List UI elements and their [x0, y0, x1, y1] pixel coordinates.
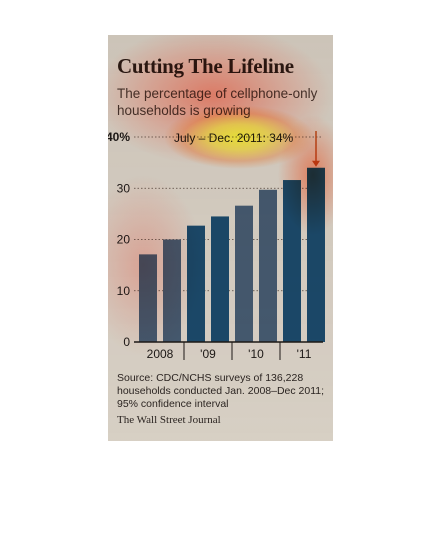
bar: [187, 225, 205, 342]
y-tick-label: 10: [117, 284, 131, 298]
y-tick-label: 0: [123, 335, 130, 349]
bar: [163, 239, 181, 342]
x-tick-label: '09: [200, 347, 216, 361]
bar: [259, 189, 277, 342]
bar: [211, 216, 229, 342]
y-tick-label: 20: [117, 233, 131, 247]
annotation-label: July – Dec. 2011: 34%: [174, 131, 294, 145]
x-tick-label: '11: [297, 347, 312, 361]
y-tick-label: 30: [117, 181, 131, 195]
bar: [235, 205, 253, 342]
bar-chart: 0 10 20 30 40% July – Dec. 2011: 34% 2008 '09 '1…: [108, 130, 325, 361]
bar: [139, 254, 157, 342]
publisher-credit: The Wall Street Journal: [117, 414, 221, 426]
x-tick-label: '10: [248, 347, 264, 361]
annotation-arrow: [312, 160, 320, 167]
y-tick-label: 40%: [108, 130, 130, 144]
chart-card: Cutting The Lifeline The percentage of c…: [108, 35, 333, 441]
bar: [283, 180, 301, 342]
source-note: Source: CDC/NCHS surveys of 136,228 hous…: [117, 372, 325, 410]
bar: [307, 167, 325, 342]
x-tick-label: 2008: [147, 347, 174, 361]
